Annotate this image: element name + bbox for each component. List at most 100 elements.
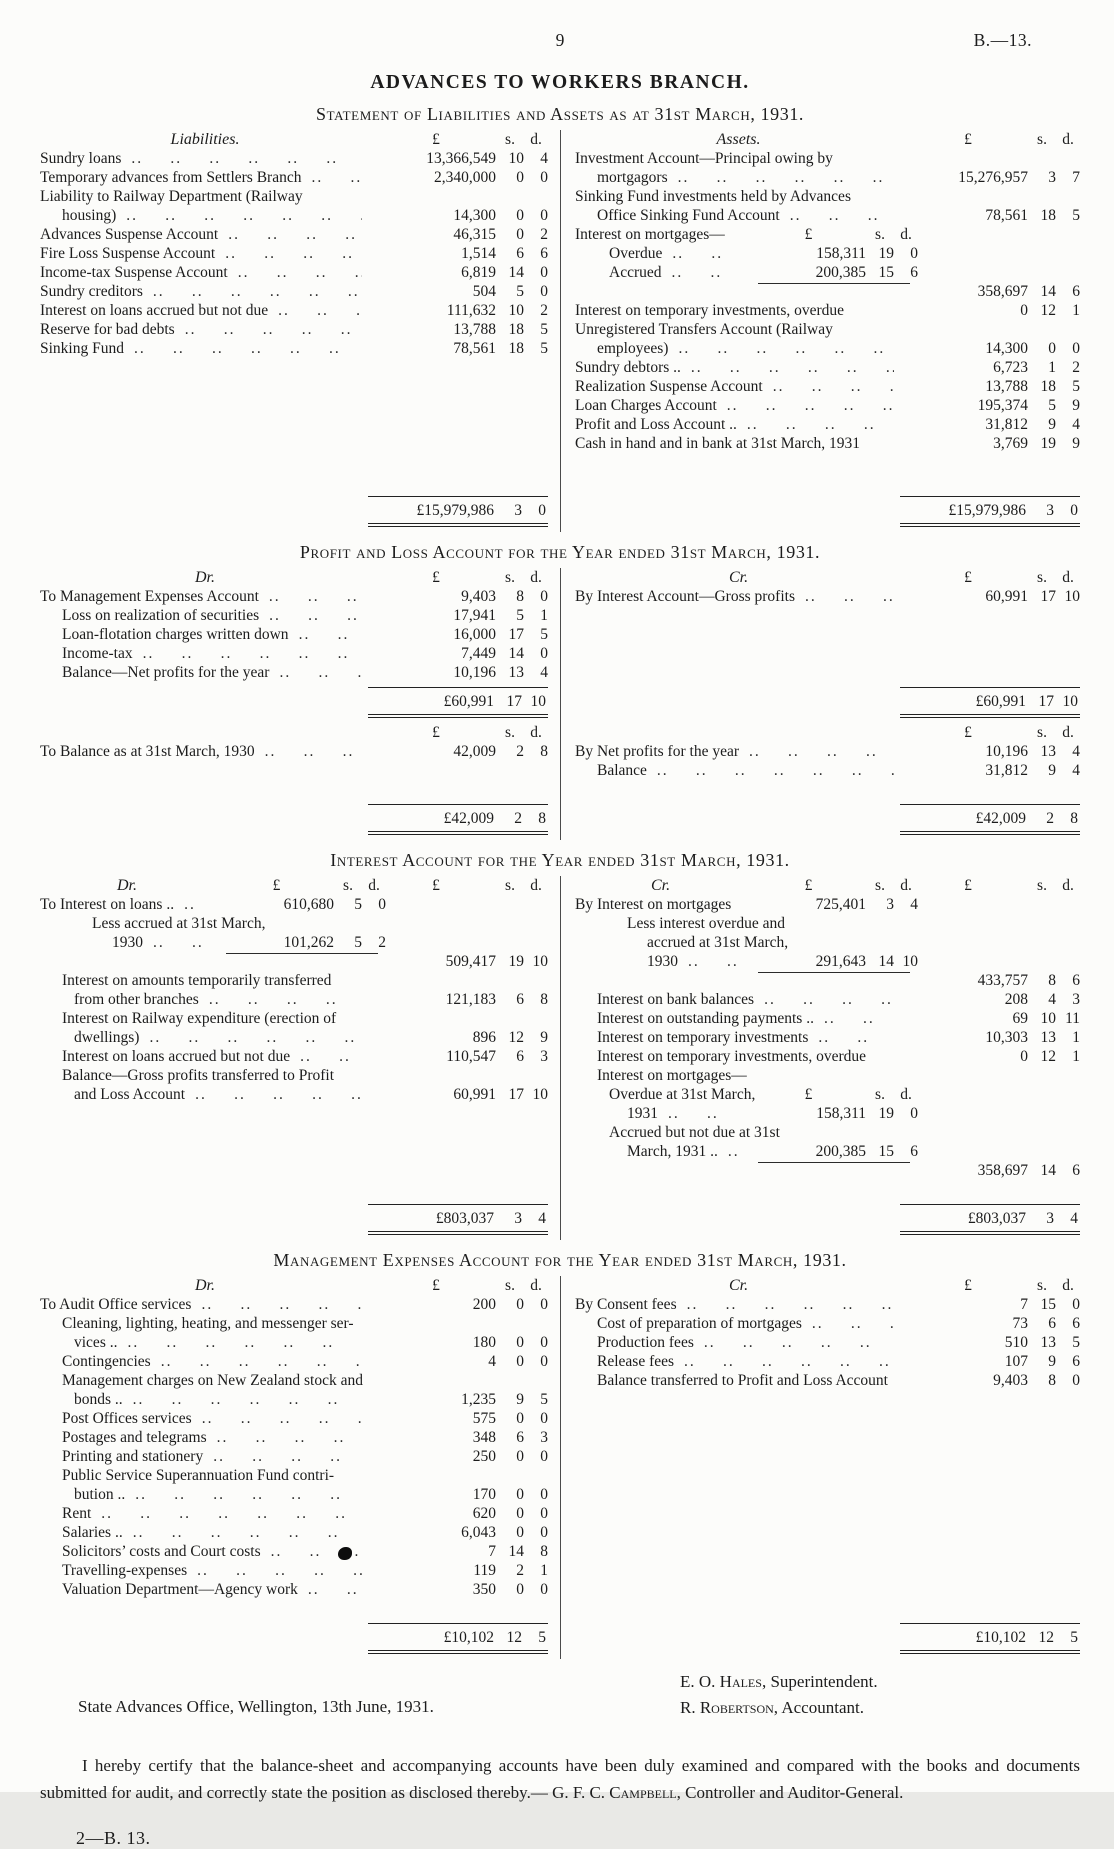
- outer-money-columns: 358,697 14 6: [908, 282, 1080, 301]
- total-pounds: £60,991: [975, 693, 1026, 710]
- signatory-role: , Accountant.: [773, 1698, 864, 1717]
- account-label: Income-tax Suspense Account: [40, 263, 370, 282]
- ledger-line: Salaries .. 6,043 00: [40, 1523, 548, 1542]
- amount-pounds: 158,311: [816, 1105, 866, 1122]
- account-label: Realization Suspense Account: [575, 377, 902, 396]
- account-label: Advances Suspense Account: [40, 225, 370, 244]
- dot-leaders: [684, 1352, 894, 1371]
- outer-money-columns: 10,196 13 4: [908, 742, 1080, 761]
- section-halves: Liabilities.£s.d.Sundry loans13,366,5491…: [40, 130, 1080, 532]
- amount-pence: 6: [910, 264, 918, 281]
- account-label: Profit and Loss Account ..: [575, 415, 902, 434]
- outer-money-columns: 0 12 1: [908, 301, 1080, 320]
- account-label-text: Sinking Fund: [40, 340, 124, 357]
- ledger-line: Cost of preparation of mortgages 73 66: [575, 1314, 1080, 1333]
- amount-shillings: s.: [505, 569, 515, 586]
- account-label: March, 1931 ..: [627, 1142, 746, 1161]
- account-label: housing): [62, 206, 370, 225]
- dot-leaders: [764, 990, 894, 1009]
- dot-leaders: [311, 168, 362, 187]
- amount-shillings: 8: [1048, 972, 1056, 989]
- outer-money-columns: £ s. d.: [376, 876, 548, 895]
- outer-money-columns: £ s. d.: [376, 723, 548, 742]
- ledger-line: Balance—Gross profits transferred to Pro…: [40, 1066, 548, 1085]
- dot-leaders: [818, 1028, 894, 1047]
- ledger-line: Sinking Fund investments held by Advance…: [575, 187, 1080, 206]
- account-label: Overdue: [609, 244, 746, 263]
- dot-leaders: [790, 206, 894, 225]
- ledger-line: Sinking Fund 78,561 18 5: [40, 339, 548, 358]
- outer-money-columns: 200 0 0: [376, 1295, 548, 1314]
- ledger-line: 358,697 14 6: [575, 1161, 1080, 1180]
- amount-shillings: 13: [1040, 743, 1057, 760]
- ledger-line: accrued at 31st March,: [575, 933, 1080, 952]
- account-label-text: Rent: [62, 1505, 92, 1522]
- account-label-text: Investment Account—Principal owing by: [575, 150, 833, 167]
- account-label-text: Interest on temporary investments, overd…: [575, 302, 845, 319]
- amount-shillings: s.: [505, 131, 515, 148]
- ledger-line: Loan-flotation charges written down 16,00…: [40, 625, 548, 644]
- section-heading: Profit and Loss Account for the Year end…: [299, 542, 821, 562]
- total-amount: £42,009 2 8: [900, 804, 1080, 835]
- amount-pence: 11: [1065, 1010, 1080, 1027]
- amount-shillings: 6: [516, 245, 524, 262]
- amount-pence: 0: [540, 207, 548, 224]
- outer-money-columns: £ s. d.: [376, 568, 548, 587]
- account-label-text: Balance transferred to Profit and Loss A…: [597, 1372, 888, 1389]
- amount-shillings: 12: [1040, 302, 1057, 319]
- account-label: Liabilities.: [40, 130, 370, 149]
- amount-pounds: £: [432, 1277, 440, 1294]
- amount-pence: d.: [900, 1086, 912, 1103]
- ledger-line: To Balance as at 31st March, 1930 42,009 2…: [40, 742, 548, 761]
- dot-leaders: [161, 1352, 362, 1371]
- account-label-text: Overdue at 31st March,: [609, 1086, 756, 1103]
- account-label-text: Profit and Loss Account ..: [575, 416, 737, 433]
- account-label-text: 1930: [647, 953, 678, 970]
- account-label: Interest on temporary investments: [597, 1028, 902, 1047]
- amount-pounds: 6,043: [461, 1524, 496, 1541]
- column-side-title: Assets.: [716, 131, 761, 148]
- section-heading: Interest Account for the Year ended 31st…: [330, 850, 790, 870]
- ledger-line: employees) 14,300 00: [575, 339, 1080, 358]
- amount-pence: 0: [910, 245, 918, 262]
- ledger-line: Cleaning, lighting, heating, and messeng…: [40, 1314, 548, 1333]
- amount-pounds: 180: [472, 1334, 496, 1351]
- amount-pounds: £: [272, 877, 281, 894]
- outer-money-columns: 3,769 19 9: [908, 434, 1080, 453]
- total-pounds: £15,979,986: [948, 502, 1027, 519]
- account-label-text: vices ..: [74, 1334, 118, 1351]
- account-label-text: To Audit Office services: [40, 1296, 192, 1313]
- total-amount: £803,037 3 4: [900, 1204, 1080, 1235]
- account-label: Sundry loans: [40, 149, 370, 168]
- amount-pence: 6: [1072, 1162, 1080, 1179]
- dot-leaders: [153, 282, 362, 301]
- account-label-text: To Balance as at 31st March, 1930: [40, 743, 255, 760]
- amount-pounds: £: [964, 877, 972, 894]
- account-label: Accrued but not due at 31st: [609, 1123, 1074, 1142]
- dot-leaders: [135, 1485, 362, 1504]
- outer-money-columns: 121,183 6 8: [376, 990, 548, 1009]
- account-label: By Consent fees: [575, 1295, 902, 1314]
- account-label-text: 1930: [112, 934, 143, 951]
- account-label-text: Interest on loans accrued but not due: [40, 302, 269, 319]
- amount-pounds: 896: [472, 1029, 496, 1046]
- account-label: Overdue at 31st March,: [609, 1085, 755, 1104]
- account-label-text: Production fees: [597, 1334, 694, 1351]
- amount-pounds: 510: [1004, 1334, 1028, 1351]
- ledger-line: Production fees 510 13 5: [575, 1333, 1080, 1352]
- amount-pence: 5: [540, 340, 548, 357]
- account-label: Balance—Gross profits transferred to Pro…: [62, 1066, 542, 1085]
- amount-pence: 0: [540, 1353, 548, 1370]
- amount-shillings: 3: [886, 896, 894, 913]
- amount-pounds: 158,311: [816, 245, 866, 262]
- amount-pence: 4: [910, 896, 918, 913]
- dot-leaders: [217, 1428, 362, 1447]
- ledger-line: Rent 620 00: [40, 1504, 548, 1523]
- total-pence: 0: [538, 502, 546, 519]
- document-reference: B.—13.: [973, 30, 1032, 50]
- amount-shillings: 17: [1040, 588, 1057, 605]
- amount-pence: 6: [1072, 1353, 1080, 1370]
- dot-leaders: [687, 1295, 894, 1314]
- amount-shillings: s.: [875, 1086, 885, 1103]
- amount-shillings: 8: [516, 588, 524, 605]
